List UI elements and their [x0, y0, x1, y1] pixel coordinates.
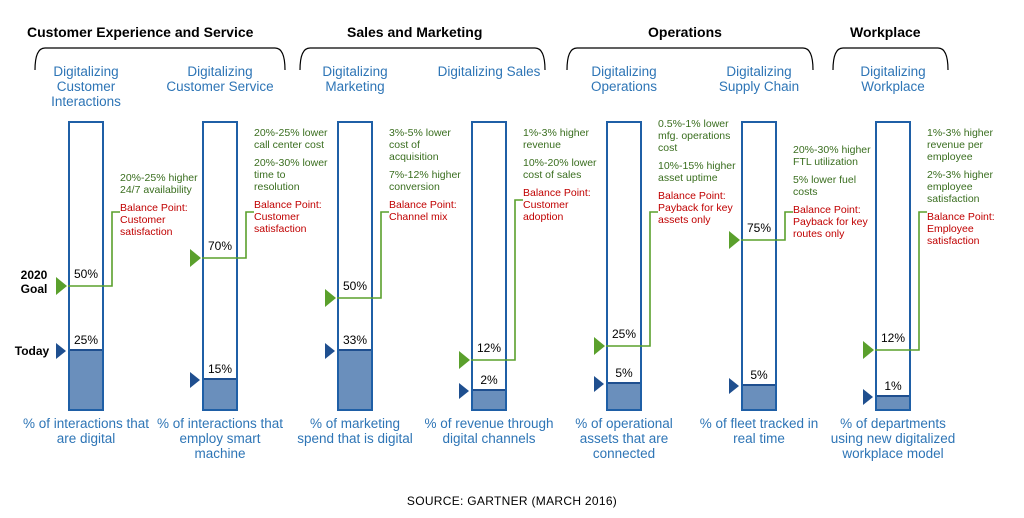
- progress-bar: 1% 12%: [875, 121, 911, 411]
- group-title-workplace: Workplace: [850, 24, 921, 40]
- benefit-annotation: 20%-25% higher 24/7 availability Balance …: [120, 172, 198, 238]
- balance-point-text: Balance Point: Payback for key routes on…: [793, 204, 868, 240]
- balance-point-text: Balance Point: Employee satisfaction: [927, 211, 995, 247]
- column-title: Digitalizing Marketing: [322, 64, 388, 94]
- group-title-customer: Customer Experience and Service: [27, 24, 254, 40]
- today-value: 15%: [207, 362, 233, 376]
- today-marker-icon: [729, 378, 739, 394]
- goal-marker-icon: [325, 289, 336, 307]
- metric-label: % of fleet tracked in real time: [699, 416, 819, 446]
- group-title-sales: Sales and Marketing: [347, 24, 483, 40]
- today-value: 33%: [342, 333, 368, 347]
- progress-bar: 15% 70%: [202, 121, 238, 411]
- benefit-text: 10%-20% lower cost of sales: [523, 157, 597, 181]
- balance-point-text: Balance Point: Customer adoption: [523, 187, 591, 223]
- column-title: Digitalizing Customer Interactions: [51, 64, 121, 109]
- source-note: SOURCE: GARTNER (MARCH 2016): [406, 494, 618, 508]
- goal-value: 25%: [611, 327, 637, 341]
- benefit-annotation: 20%-25% lower call center cost 20%-30% lo…: [254, 127, 332, 235]
- progress-bar: 5% 25%: [606, 121, 642, 411]
- benefit-text: 3%-5% lower cost of acquisition: [389, 127, 451, 163]
- bracket-workplace: [832, 47, 949, 71]
- metric-label: % of marketing spend that is digital: [297, 416, 413, 446]
- today-value: 1%: [884, 379, 902, 393]
- progress-bar: 5% 75%: [741, 121, 777, 411]
- today-value: 25%: [73, 333, 99, 347]
- column-title: Digitalizing Sales: [437, 64, 541, 79]
- goal-value: 50%: [342, 279, 368, 293]
- goal-marker-icon: [729, 231, 740, 249]
- today-fill: [473, 389, 505, 409]
- benefit-annotation: 3%-5% lower cost of acquisition 7%-12% hi…: [389, 127, 467, 223]
- metric-label: % of departments using new digitalized w…: [830, 416, 956, 461]
- goal-marker-icon: [594, 337, 605, 355]
- goal-value: 12%: [476, 341, 502, 355]
- today-marker-icon: [190, 372, 200, 388]
- benefit-text: 10%-15% higher asset uptime: [658, 160, 736, 184]
- column-title: Digitalizing Supply Chain: [718, 64, 800, 94]
- today-fill: [70, 349, 102, 409]
- benefit-text: 20%-25% lower call center cost: [254, 127, 328, 151]
- goal-marker-icon: [56, 277, 67, 295]
- goal-value: 70%: [207, 239, 233, 253]
- group-title-operations: Operations: [648, 24, 722, 40]
- benefit-text: 2%-3% higher employee satisfaction: [927, 169, 993, 205]
- group-brackets: [34, 47, 949, 71]
- today-value: 5%: [750, 368, 768, 382]
- benefit-text: 20%-25% higher 24/7 availability: [120, 172, 198, 196]
- column-title: Digitalizing Workplace: [860, 64, 926, 94]
- balance-point-text: Balance Point: Customer satisfaction: [254, 199, 322, 235]
- metric-label: % of revenue through digital channels: [424, 416, 554, 446]
- benefit-annotation: 1%-3% higher revenue 10%-20% lower cost o…: [523, 127, 601, 223]
- benefit-text: 7%-12% higher conversion: [389, 169, 461, 193]
- today-marker-icon: [863, 389, 873, 405]
- column-title: Digitalizing Operations: [590, 64, 658, 94]
- benefit-annotation: 1%-3% higher revenue per employee 2%-3% h…: [927, 127, 1005, 247]
- progress-bar: 33% 50%: [337, 121, 373, 411]
- today-marker-icon: [56, 343, 66, 359]
- today-row-label: Today: [14, 344, 50, 358]
- goal-value: 12%: [880, 331, 906, 345]
- goal-row-label: 2020 Goal: [20, 268, 48, 296]
- benefit-annotation: 20%-30% higher FTL utilization 5% lower f…: [793, 144, 871, 240]
- goal-marker-icon: [863, 341, 874, 359]
- today-value: 5%: [615, 366, 633, 380]
- today-marker-icon: [459, 383, 469, 399]
- column-title: Digitalizing Customer Service: [166, 64, 274, 94]
- benefit-text: 0.5%-1% lower mfg. operations cost: [658, 118, 731, 154]
- goal-marker-icon: [190, 249, 201, 267]
- balance-point-text: Balance Point: Customer satisfaction: [120, 202, 188, 238]
- benefit-text: 1%-3% higher revenue per employee: [927, 127, 993, 163]
- benefit-annotation: 0.5%-1% lower mfg. operations cost 10%-15…: [658, 118, 736, 226]
- today-fill: [877, 395, 909, 409]
- today-marker-icon: [325, 343, 335, 359]
- benefit-text: 5% lower fuel costs: [793, 174, 857, 198]
- benefit-text: 1%-3% higher revenue: [523, 127, 589, 151]
- progress-bar: 2% 12%: [471, 121, 507, 411]
- benefit-text: 20%-30% higher FTL utilization: [793, 144, 871, 168]
- bracket-sales: [299, 47, 546, 71]
- goal-value: 75%: [746, 221, 772, 235]
- today-marker-icon: [594, 376, 604, 392]
- balance-point-text: Balance Point: Payback for key assets on…: [658, 190, 733, 226]
- today-fill: [339, 349, 371, 409]
- goal-marker-icon: [459, 351, 470, 369]
- progress-bar: 25% 50%: [68, 121, 104, 411]
- today-fill: [608, 382, 640, 409]
- today-value: 2%: [480, 373, 498, 387]
- benefit-text: 20%-30% lower time to resolution: [254, 157, 328, 193]
- bracket-operations: [566, 47, 814, 71]
- goal-value: 50%: [73, 267, 99, 281]
- today-fill: [204, 378, 236, 409]
- metric-label: % of interactions that employ smart mach…: [156, 416, 284, 461]
- bracket-customer: [34, 47, 286, 71]
- metric-label: % of operational assets that are connect…: [575, 416, 673, 461]
- balance-point-text: Balance Point: Channel mix: [389, 199, 457, 223]
- metric-label: % of interactions that are digital: [22, 416, 150, 446]
- today-fill: [743, 384, 775, 409]
